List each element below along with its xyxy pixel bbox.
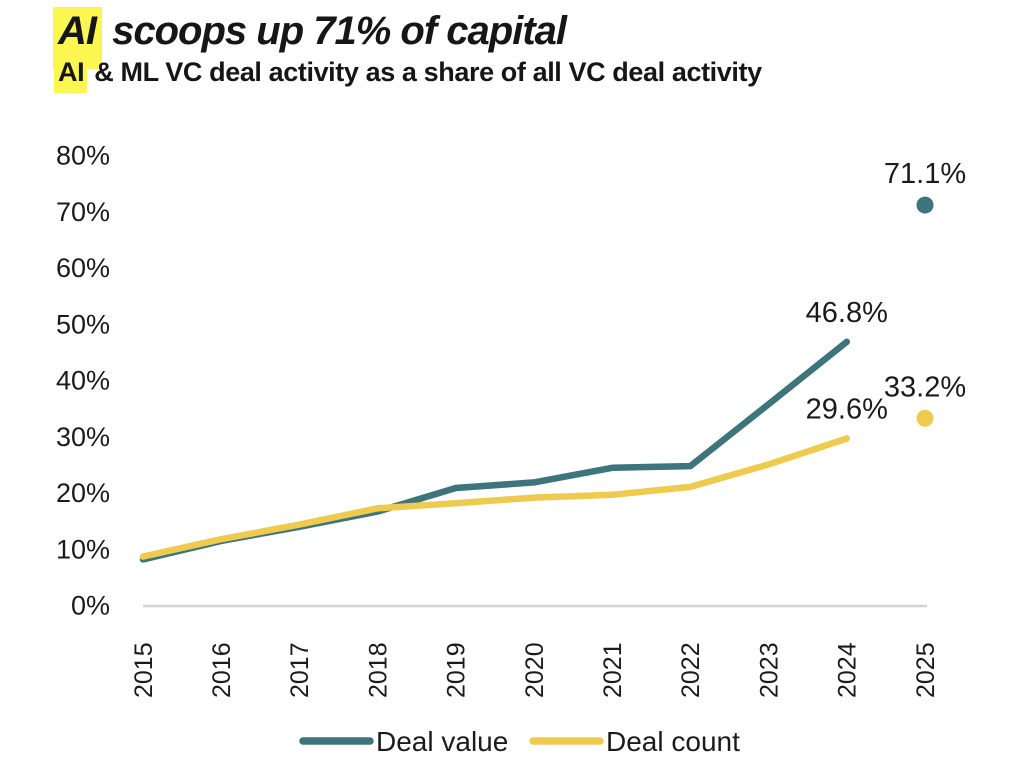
deal-value-2025-label: 71.1%	[884, 158, 966, 190]
y-tick-50%: 50%	[56, 309, 110, 339]
deal-count-end-label: 29.6%	[806, 394, 888, 426]
y-tick-20%: 20%	[56, 478, 110, 508]
y-tick-30%: 30%	[56, 422, 110, 452]
deal-count-2025-label: 33.2%	[884, 371, 966, 403]
x-tick-2020: 2020	[521, 642, 549, 698]
x-tick-2018: 2018	[364, 642, 392, 698]
x-tick-2021: 2021	[599, 642, 627, 698]
chart-header: AI scoops up 71% of capital AI & ML VC d…	[53, 7, 762, 93]
deal-value-end-label: 46.8%	[806, 297, 888, 329]
x-tick-2017: 2017	[286, 642, 314, 698]
y-tick-70%: 70%	[56, 197, 110, 227]
legend-label-deal-count: Deal count	[606, 726, 740, 757]
y-tick-10%: 10%	[56, 534, 110, 564]
y-tick-40%: 40%	[56, 366, 110, 396]
chart-subtitle: AI & ML VC deal activity as a share of a…	[54, 55, 762, 93]
y-tick-0%: 0%	[71, 591, 110, 621]
x-tick-2024: 2024	[834, 642, 862, 698]
x-tick-2015: 2015	[130, 642, 158, 698]
y-tick-80%: 80%	[56, 141, 110, 171]
x-tick-2016: 2016	[208, 642, 236, 698]
deal-value-line	[139, 338, 851, 563]
deal-count-line	[139, 435, 851, 560]
title-rest: scoops up 71% of capital	[102, 9, 567, 53]
x-tick-2023: 2023	[755, 642, 783, 698]
x-tick-2025: 2025	[912, 642, 940, 698]
x-tick-2022: 2022	[677, 642, 705, 698]
subtitle-highlight: AI	[54, 55, 88, 93]
legend-label-deal-value: Deal value	[376, 726, 508, 757]
subtitle-rest: & ML VC deal activity as a share of all …	[87, 57, 762, 87]
deal-count-2025-dot	[916, 409, 934, 427]
y-tick-60%: 60%	[56, 253, 110, 283]
x-tick-2019: 2019	[443, 642, 471, 698]
deal-value-2025-dot	[916, 196, 934, 214]
chart-title: AI scoops up 71% of capital	[53, 7, 762, 69]
